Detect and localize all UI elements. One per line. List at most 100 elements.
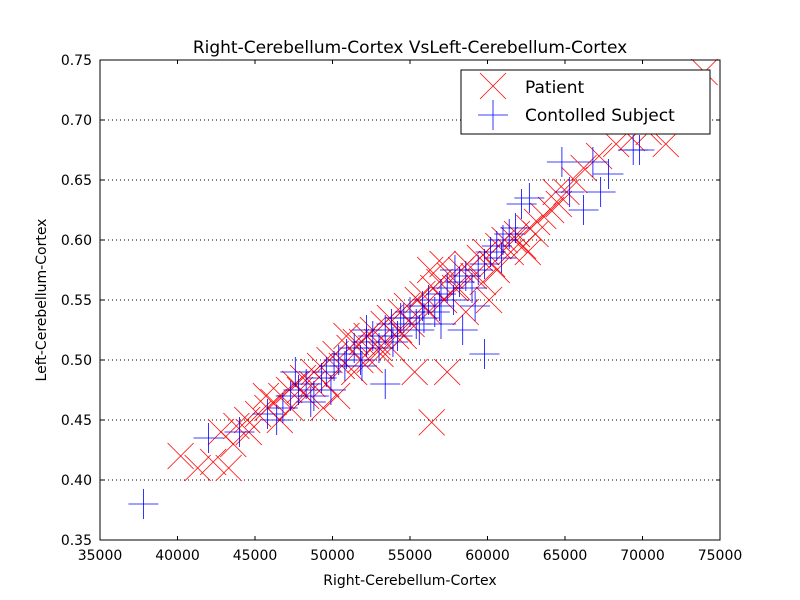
patient-point [483, 256, 511, 284]
controlled-point [377, 327, 408, 357]
controlled-point [554, 177, 585, 207]
legend-x-marker [479, 72, 507, 100]
controlled-point [283, 375, 314, 405]
controlled-point [351, 315, 382, 345]
x-tick-label: 35000 [78, 548, 123, 564]
y-tick-label: 0.60 [61, 233, 92, 249]
patient-point [537, 196, 565, 224]
controlled-point [364, 333, 394, 363]
controlled-point [506, 189, 537, 219]
patient-point [522, 220, 549, 248]
controlled-point [447, 315, 478, 345]
patient-point [530, 202, 557, 230]
x-tick-label: 50000 [310, 548, 355, 564]
patient-point [252, 382, 280, 410]
legend-plus-marker [478, 100, 508, 130]
controlled-point [469, 339, 500, 369]
patient-point [469, 268, 497, 296]
controlled-point [439, 255, 470, 285]
patient-point [367, 340, 394, 368]
patient-point [429, 250, 456, 278]
patient-point [416, 256, 444, 284]
data-marks [128, 58, 718, 519]
controlled-point [426, 309, 456, 339]
patient-point [452, 298, 480, 326]
controlled-point [486, 243, 517, 273]
controlled-point [469, 249, 500, 279]
y-tick-label: 0.70 [61, 113, 92, 129]
x-tick-label: 70000 [620, 548, 665, 564]
y-tick-label: 0.40 [61, 473, 92, 489]
patient-point [309, 394, 337, 422]
controlled-point [224, 417, 255, 447]
patient-point [475, 286, 503, 314]
x-tick-label: 60000 [465, 548, 510, 564]
patient-point [215, 454, 242, 482]
controlled-point [252, 399, 283, 429]
controlled-point [346, 351, 377, 381]
controlled-point [546, 147, 577, 177]
patient-point [260, 388, 287, 416]
patient-point [333, 322, 360, 350]
y-axis: 0.35 0.40 0.45 0.50 0.55 0.60 0.65 0.70 0.75 [61, 53, 720, 549]
x-tick-label: 75000 [698, 548, 743, 564]
legend-marker-patient [479, 72, 507, 100]
y-axis-label: Left-Cerebellum-Cortex [34, 219, 50, 382]
patient-point [652, 130, 680, 158]
patient-point [418, 409, 445, 436]
controlled-point [193, 423, 224, 453]
controlled-point [568, 195, 599, 225]
controlled-point [444, 267, 475, 297]
x-axis-label: Right-Cerebellum-Cortex [323, 573, 496, 589]
controlled-point [311, 357, 342, 387]
controlled-point [481, 231, 512, 261]
controlled-point [291, 369, 322, 399]
patient-point [545, 190, 573, 218]
controlled-point [593, 159, 624, 189]
controlled-point [298, 381, 329, 411]
controlled-point [261, 405, 292, 435]
controlled-point [460, 291, 491, 321]
controlled-point [438, 285, 469, 315]
patient-point [454, 250, 481, 278]
controlled-point [514, 183, 545, 213]
controlled-point [488, 225, 518, 255]
patient-point [323, 382, 351, 410]
y-tick-label: 0.75 [61, 53, 92, 69]
controlled-point [624, 135, 655, 165]
controlled-point [577, 147, 608, 177]
chart-title: Right-Cerebellum-Cortex VsLeft-Cerebellu… [193, 38, 627, 58]
x-tick-label: 55000 [388, 548, 433, 564]
patient-point [585, 142, 613, 170]
controlled-point [295, 387, 326, 417]
y-tick-label: 0.35 [61, 533, 92, 549]
legend: Patient Contolled Subject [460, 69, 711, 135]
controlled-point [370, 369, 401, 399]
patient-point [401, 358, 428, 386]
patient-point [514, 238, 542, 266]
legend-label-controlled: Contolled Subject [525, 106, 675, 126]
controlled-point [128, 489, 159, 519]
controlled-point [404, 315, 435, 345]
controlled-point [408, 303, 439, 333]
controlled-point [475, 237, 506, 267]
controlled-point [424, 291, 455, 321]
controlled-point [331, 339, 362, 369]
controlled-point [457, 273, 487, 303]
patient-point [433, 358, 461, 386]
patient-point [220, 430, 247, 458]
patient-point [184, 454, 211, 482]
legend-marker-controlled [478, 100, 508, 130]
patient-point [167, 442, 194, 470]
controlled-point [315, 375, 346, 405]
controlled-point [306, 363, 337, 393]
y-tick-label: 0.55 [61, 293, 92, 309]
controlled-point [345, 345, 376, 375]
x-tick-label: 65000 [543, 548, 588, 564]
patient-point [570, 154, 597, 182]
controlled-point [280, 357, 311, 387]
controlled-point [494, 219, 525, 249]
controlled-point [500, 213, 531, 243]
controlled-point [426, 279, 456, 309]
